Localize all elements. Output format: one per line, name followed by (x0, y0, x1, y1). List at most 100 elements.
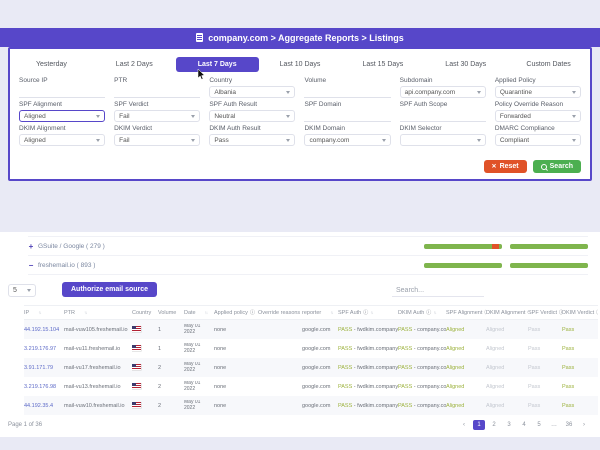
info-icon[interactable]: ⓘ (484, 309, 486, 316)
page-button[interactable]: 3 (507, 422, 511, 428)
filter-label: Volume (304, 77, 327, 84)
filter-select[interactable]: company.com (304, 134, 391, 146)
filter-select[interactable] (399, 134, 486, 146)
source-groups: + GSuite / Google ( 279 ) − freshemail.i… (0, 232, 600, 275)
table-toolbar: 5 Authorize email source Search... (0, 281, 600, 305)
info-icon[interactable]: ⓘ (559, 310, 562, 316)
reset-button[interactable]: ✕ Reset (483, 160, 527, 173)
info-icon[interactable]: ⓘ (596, 309, 598, 316)
page-size-select[interactable]: 5 (8, 284, 36, 297)
table-header-cell[interactable]: Volume ⓘ ↑↓ (158, 309, 184, 316)
source-group-row[interactable]: − freshemail.io ( 893 ) (28, 256, 588, 275)
filter-select[interactable]: api.company.com (399, 86, 486, 98)
document-icon (196, 33, 204, 42)
cell-ip[interactable]: 44.192.35.4 (24, 402, 54, 409)
date-range-tab[interactable]: Last 15 Days (341, 57, 425, 72)
table-header-cell[interactable]: PTR ⓘ ↑↓ (64, 309, 132, 316)
table-header-cell[interactable]: Override reasons ⓘ ↑↓ (258, 309, 302, 316)
cell-ptr: mail-vu11.freshemail.io (64, 345, 121, 352)
info-icon[interactable]: ⓘ (527, 309, 528, 316)
table-header-cell[interactable]: Date ⓘ ↑↓ (184, 309, 214, 316)
date-range-tab[interactable]: Yesterday (10, 57, 93, 72)
chevron-down-icon (96, 114, 101, 118)
table-header-cell[interactable]: SPF Alignment ⓘ ↑↓ (446, 309, 486, 317)
cell-ip[interactable]: 3.91.171.79 (24, 364, 54, 371)
page-button[interactable]: 4 (522, 422, 526, 428)
filter-text-input[interactable] (114, 86, 201, 98)
expand-collapse-icon[interactable]: − (28, 260, 34, 270)
table-row[interactable]: 44.192.15.104 mail-vuw105.freshemail.io … (24, 320, 598, 339)
filter-select[interactable]: Albania (209, 86, 296, 98)
page-button[interactable]: … (551, 422, 557, 428)
date-range-tab[interactable]: Last 30 Days (424, 57, 508, 72)
info-icon[interactable]: ⓘ (363, 310, 369, 316)
cell-volume: 1 (158, 345, 162, 352)
filter-select[interactable]: Aligned (19, 134, 106, 146)
filter-text-input[interactable] (304, 86, 391, 98)
page-button[interactable]: 36 (565, 422, 573, 428)
page-button[interactable]: 5 (537, 422, 541, 428)
page-button[interactable]: 1 (473, 420, 485, 430)
dkim-auth-domain: - company.com (413, 345, 446, 352)
filter-select[interactable]: Neutral (209, 110, 296, 122)
date-range-tab[interactable]: Last 7 Days (175, 57, 259, 72)
table-search-input[interactable]: Search... (392, 284, 484, 297)
source-group-row[interactable]: + GSuite / Google ( 279 ) (28, 236, 588, 256)
filter-text-input[interactable] (19, 86, 106, 98)
filter-select[interactable]: Fail (114, 110, 201, 122)
table-header-cell[interactable]: Country ⓘ ↑↓ (132, 309, 158, 316)
sort-icon[interactable]: ↑↓ (84, 310, 87, 315)
page-button[interactable]: 2 (492, 422, 496, 428)
filter-text-input[interactable] (304, 110, 391, 122)
filter-select[interactable]: Compliant (494, 134, 581, 146)
filter-select[interactable]: Pass (209, 134, 296, 146)
filter-select[interactable]: Aligned (19, 110, 106, 122)
table-header-cell[interactable]: SPF Verdict ⓘ ↑↓ (528, 309, 562, 317)
page-button[interactable]: ‹ (463, 422, 465, 428)
table-header-cell[interactable]: IP ⓘ ↑↓ (24, 309, 64, 316)
table-row[interactable]: 3.219.176.97 mail-vu11.freshemail.io 1 M… (24, 339, 598, 358)
sort-icon[interactable]: ↑↓ (370, 310, 373, 315)
info-icon[interactable]: ⓘ (426, 310, 432, 316)
expand-collapse-icon[interactable]: + (28, 241, 34, 251)
search-button[interactable]: Search (532, 160, 581, 173)
sort-icon[interactable]: ↑↓ (38, 310, 41, 315)
filter-select-value: Quarantine (499, 88, 532, 96)
filter-select[interactable]: Forwarded (494, 110, 581, 122)
info-icon[interactable]: ⓘ (249, 310, 255, 316)
authorize-email-source-button[interactable]: Authorize email source (62, 282, 158, 297)
filter-select[interactable]: Quarantine (494, 86, 581, 98)
table-row[interactable]: 3.91.171.79 mail-vu17.freshemail.io 2 Ma… (24, 358, 598, 377)
close-icon: ✕ (491, 164, 497, 170)
filter-text-input[interactable] (399, 110, 486, 122)
cell-reporter: google.com (302, 383, 331, 390)
chevron-down-icon (191, 138, 196, 142)
cell-spf-verdict: Pass (528, 383, 541, 390)
sort-icon[interactable]: ↑↓ (257, 310, 258, 315)
date-range-tab[interactable]: Last 2 Days (92, 57, 176, 72)
table-header-cell[interactable]: DKIM Auth ⓘ ↑↓ (398, 309, 446, 317)
filter-select-value: Forwarded (499, 112, 531, 120)
table-header-cell[interactable]: Applied policy ⓘ ↑↓ (214, 309, 258, 317)
table-row[interactable]: 44.192.35.4 mail-vuw10.freshemail.io 2 M… (24, 396, 598, 415)
table-row[interactable]: 3.219.176.98 mail-vu13.freshemail.io 2 M… (24, 377, 598, 396)
cell-ip[interactable]: 3.219.176.97 (24, 345, 57, 352)
page-button[interactable]: › (583, 422, 585, 428)
filter-select[interactable]: Fail (114, 134, 201, 146)
table-header-cell[interactable]: SPF Auth ⓘ ↑↓ (338, 309, 398, 317)
search-button-label: Search (549, 163, 573, 170)
pagination-bar: Page 1 of 36 ‹ 1 2 3 4 5 … 36 › (8, 420, 590, 430)
chevron-down-icon (286, 114, 291, 118)
sort-icon[interactable]: ↑↓ (330, 310, 333, 315)
table-header-cell[interactable]: DKIM Verdict ⓘ ↑↓ (562, 309, 598, 317)
sort-icon[interactable]: ↑↓ (204, 310, 208, 315)
date-range-tab[interactable]: Last 10 Days (258, 57, 342, 72)
sort-icon[interactable]: ↑↓ (433, 310, 436, 315)
table-header-cell[interactable]: reporter ⓘ ↑↓ (302, 309, 338, 316)
cell-ip[interactable]: 3.219.176.98 (24, 383, 57, 390)
cell-ip[interactable]: 44.192.15.104 (24, 326, 60, 333)
date-range-tab[interactable]: Custom Dates (507, 57, 591, 72)
table-header-cell[interactable]: DKIM Alignment ⓘ ↑↓ (486, 309, 528, 317)
filter-field: Country Albania (209, 77, 296, 98)
filter-label: SPF Domain (304, 101, 342, 108)
